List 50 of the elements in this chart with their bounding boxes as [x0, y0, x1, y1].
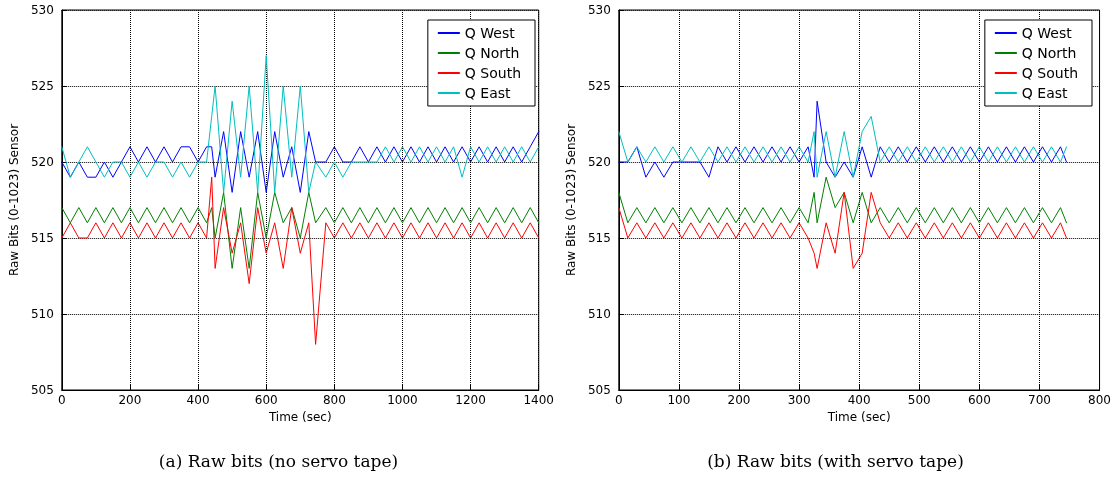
x-axis-title: Time (sec) — [267, 409, 332, 424]
legend-label: Q East — [464, 85, 512, 101]
y-tick-label: 505 — [587, 383, 611, 397]
text: (b) Raw bits (with servo tape) — [707, 450, 964, 471]
y-tick-label: 515 — [30, 231, 54, 245]
legend-label: Q West — [464, 25, 516, 41]
y-axis-title: Raw Bits (0-1023) Sensor — [564, 123, 578, 277]
y-tick-label: 525 — [587, 79, 611, 93]
line-series — [618, 100, 1067, 178]
line-series — [618, 115, 1067, 178]
legend-label: Q North — [1021, 45, 1077, 61]
line-series — [618, 176, 1067, 224]
x-tick-label: 0 — [614, 393, 623, 407]
x-tick-label: 300 — [787, 393, 811, 407]
y-tick-label: 520 — [587, 155, 611, 169]
x-tick-label: 1400 — [523, 393, 554, 407]
x-tick-label: 200 — [727, 393, 751, 407]
x-tick-label: 800 — [1088, 393, 1111, 407]
x-tick-label: 100 — [667, 393, 691, 407]
x-tick-label: 200 — [118, 393, 142, 407]
line-series — [61, 131, 540, 193]
x-tick-label: 0 — [57, 393, 66, 407]
x-tick-label: 400 — [847, 393, 871, 407]
x-tick-label: 600 — [254, 393, 278, 407]
x-tick-label: 1200 — [455, 393, 486, 407]
legend-label: Q West — [1021, 25, 1073, 41]
x-tick-label: 700 — [1028, 393, 1051, 407]
legend-label: Q North — [464, 45, 520, 61]
line-series — [618, 191, 1067, 269]
x-tick-label: 600 — [967, 393, 991, 407]
line-series — [61, 176, 540, 345]
legend-label: Q South — [1021, 65, 1079, 81]
y-tick-label: 530 — [30, 3, 54, 17]
line-series — [61, 191, 540, 269]
y-tick-label: 515 — [587, 231, 611, 245]
x-tick-label: 1000 — [387, 393, 418, 407]
legend-label: Q East — [1021, 85, 1069, 101]
x-tick-label: 800 — [322, 393, 346, 407]
y-tick-label: 520 — [30, 155, 54, 169]
legend-label: Q South — [464, 65, 522, 81]
x-tick-label: 500 — [907, 393, 931, 407]
y-tick-label: 505 — [30, 383, 54, 397]
x-axis-title: Time (sec) — [826, 409, 891, 424]
x-tick-label: 400 — [186, 393, 210, 407]
y-axis-title: Raw Bits (0-1023) Sensor — [7, 123, 21, 277]
y-tick-label: 525 — [30, 79, 54, 93]
y-tick-label: 510 — [587, 307, 611, 321]
y-tick-label: 530 — [587, 3, 611, 17]
text: (a) Raw bits (no servo tape) — [158, 450, 399, 471]
y-tick-label: 510 — [30, 307, 54, 321]
